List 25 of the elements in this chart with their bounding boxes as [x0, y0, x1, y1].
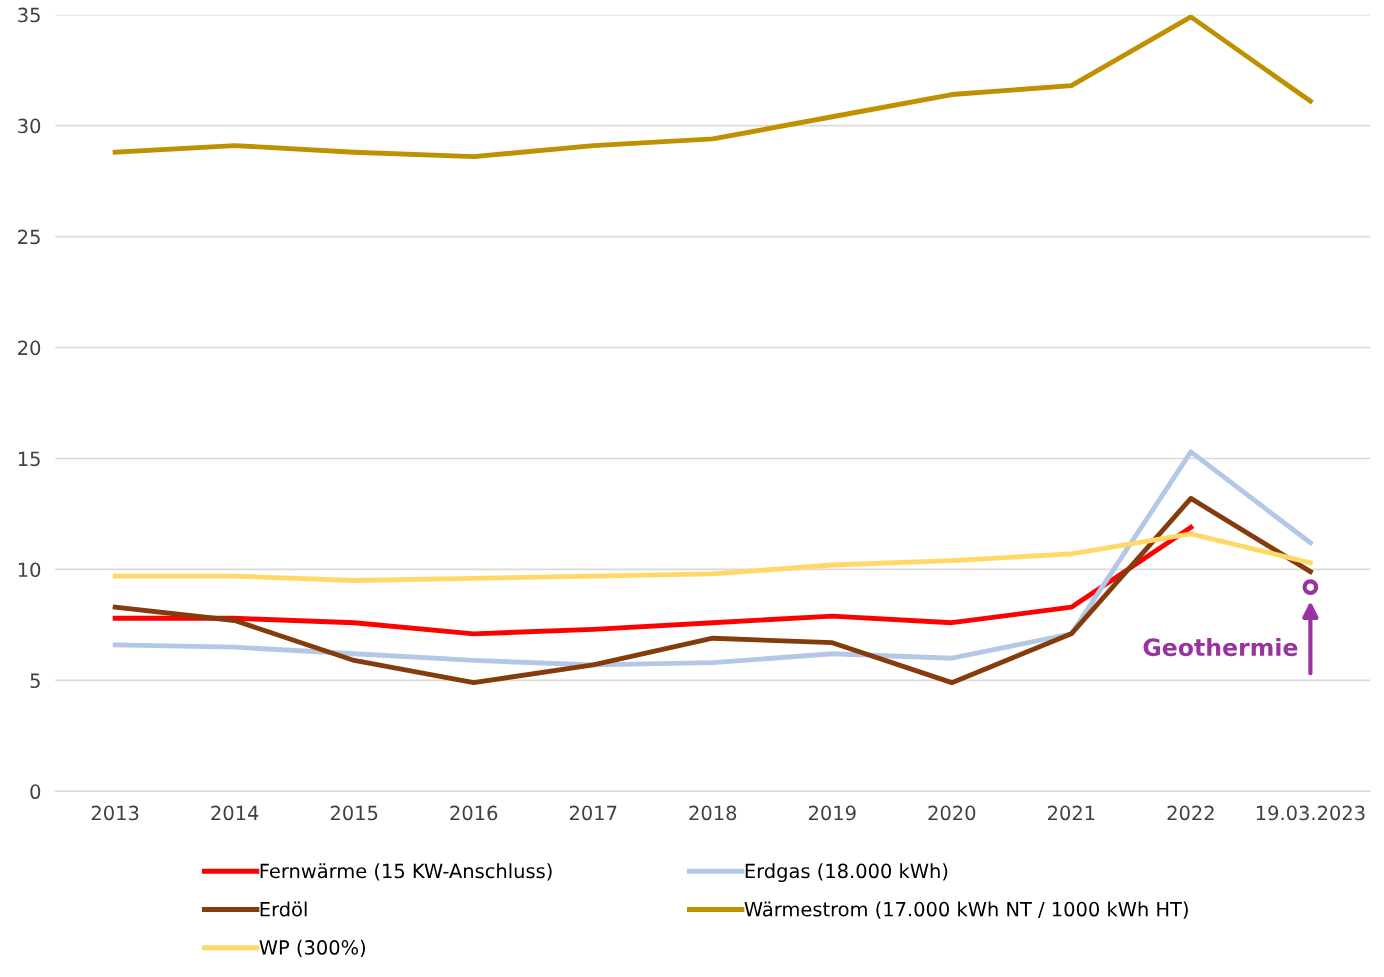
x-tick-label: 2014	[211, 805, 259, 821]
y-tick-label: 5	[30, 673, 40, 689]
y-tick-label: 35	[18, 7, 40, 23]
x-tick-label: 2018	[689, 805, 737, 821]
x-tick-label: 2019	[808, 805, 856, 821]
x-tick-label: 2015	[330, 805, 378, 821]
x-tick-label: 2022	[1167, 805, 1214, 821]
y-tick-label: 0	[30, 784, 41, 800]
legend-label: WP (300%)	[259, 939, 366, 958]
x-tick-label: 2017	[569, 805, 617, 821]
legend-label: Erdgas (18.000 kWh)	[745, 863, 948, 883]
x-tick-label: 2016	[450, 805, 498, 821]
annotation: Geothermie	[1143, 637, 1298, 657]
x-tick-label: 19.03.2023	[1256, 805, 1365, 821]
legend-label: Erdöl	[260, 901, 307, 917]
x-tick-label: 2020	[928, 805, 976, 821]
y-tick-label: 15	[18, 451, 40, 467]
y-tick-label: 10	[18, 562, 41, 578]
y-tick-label: 20	[18, 340, 41, 356]
x-tick-label: 2013	[91, 805, 139, 821]
x-tick-label: 2021	[1048, 805, 1095, 821]
y-tick-label: 25	[18, 229, 40, 245]
legend-label: Wärmestrom (17.000 kWh NT / 1000 kWh HT)	[744, 901, 1188, 919]
legend-label: Fernwärme (15 KW-Anschluss)	[260, 863, 552, 881]
y-tick-label: 30	[18, 118, 41, 134]
